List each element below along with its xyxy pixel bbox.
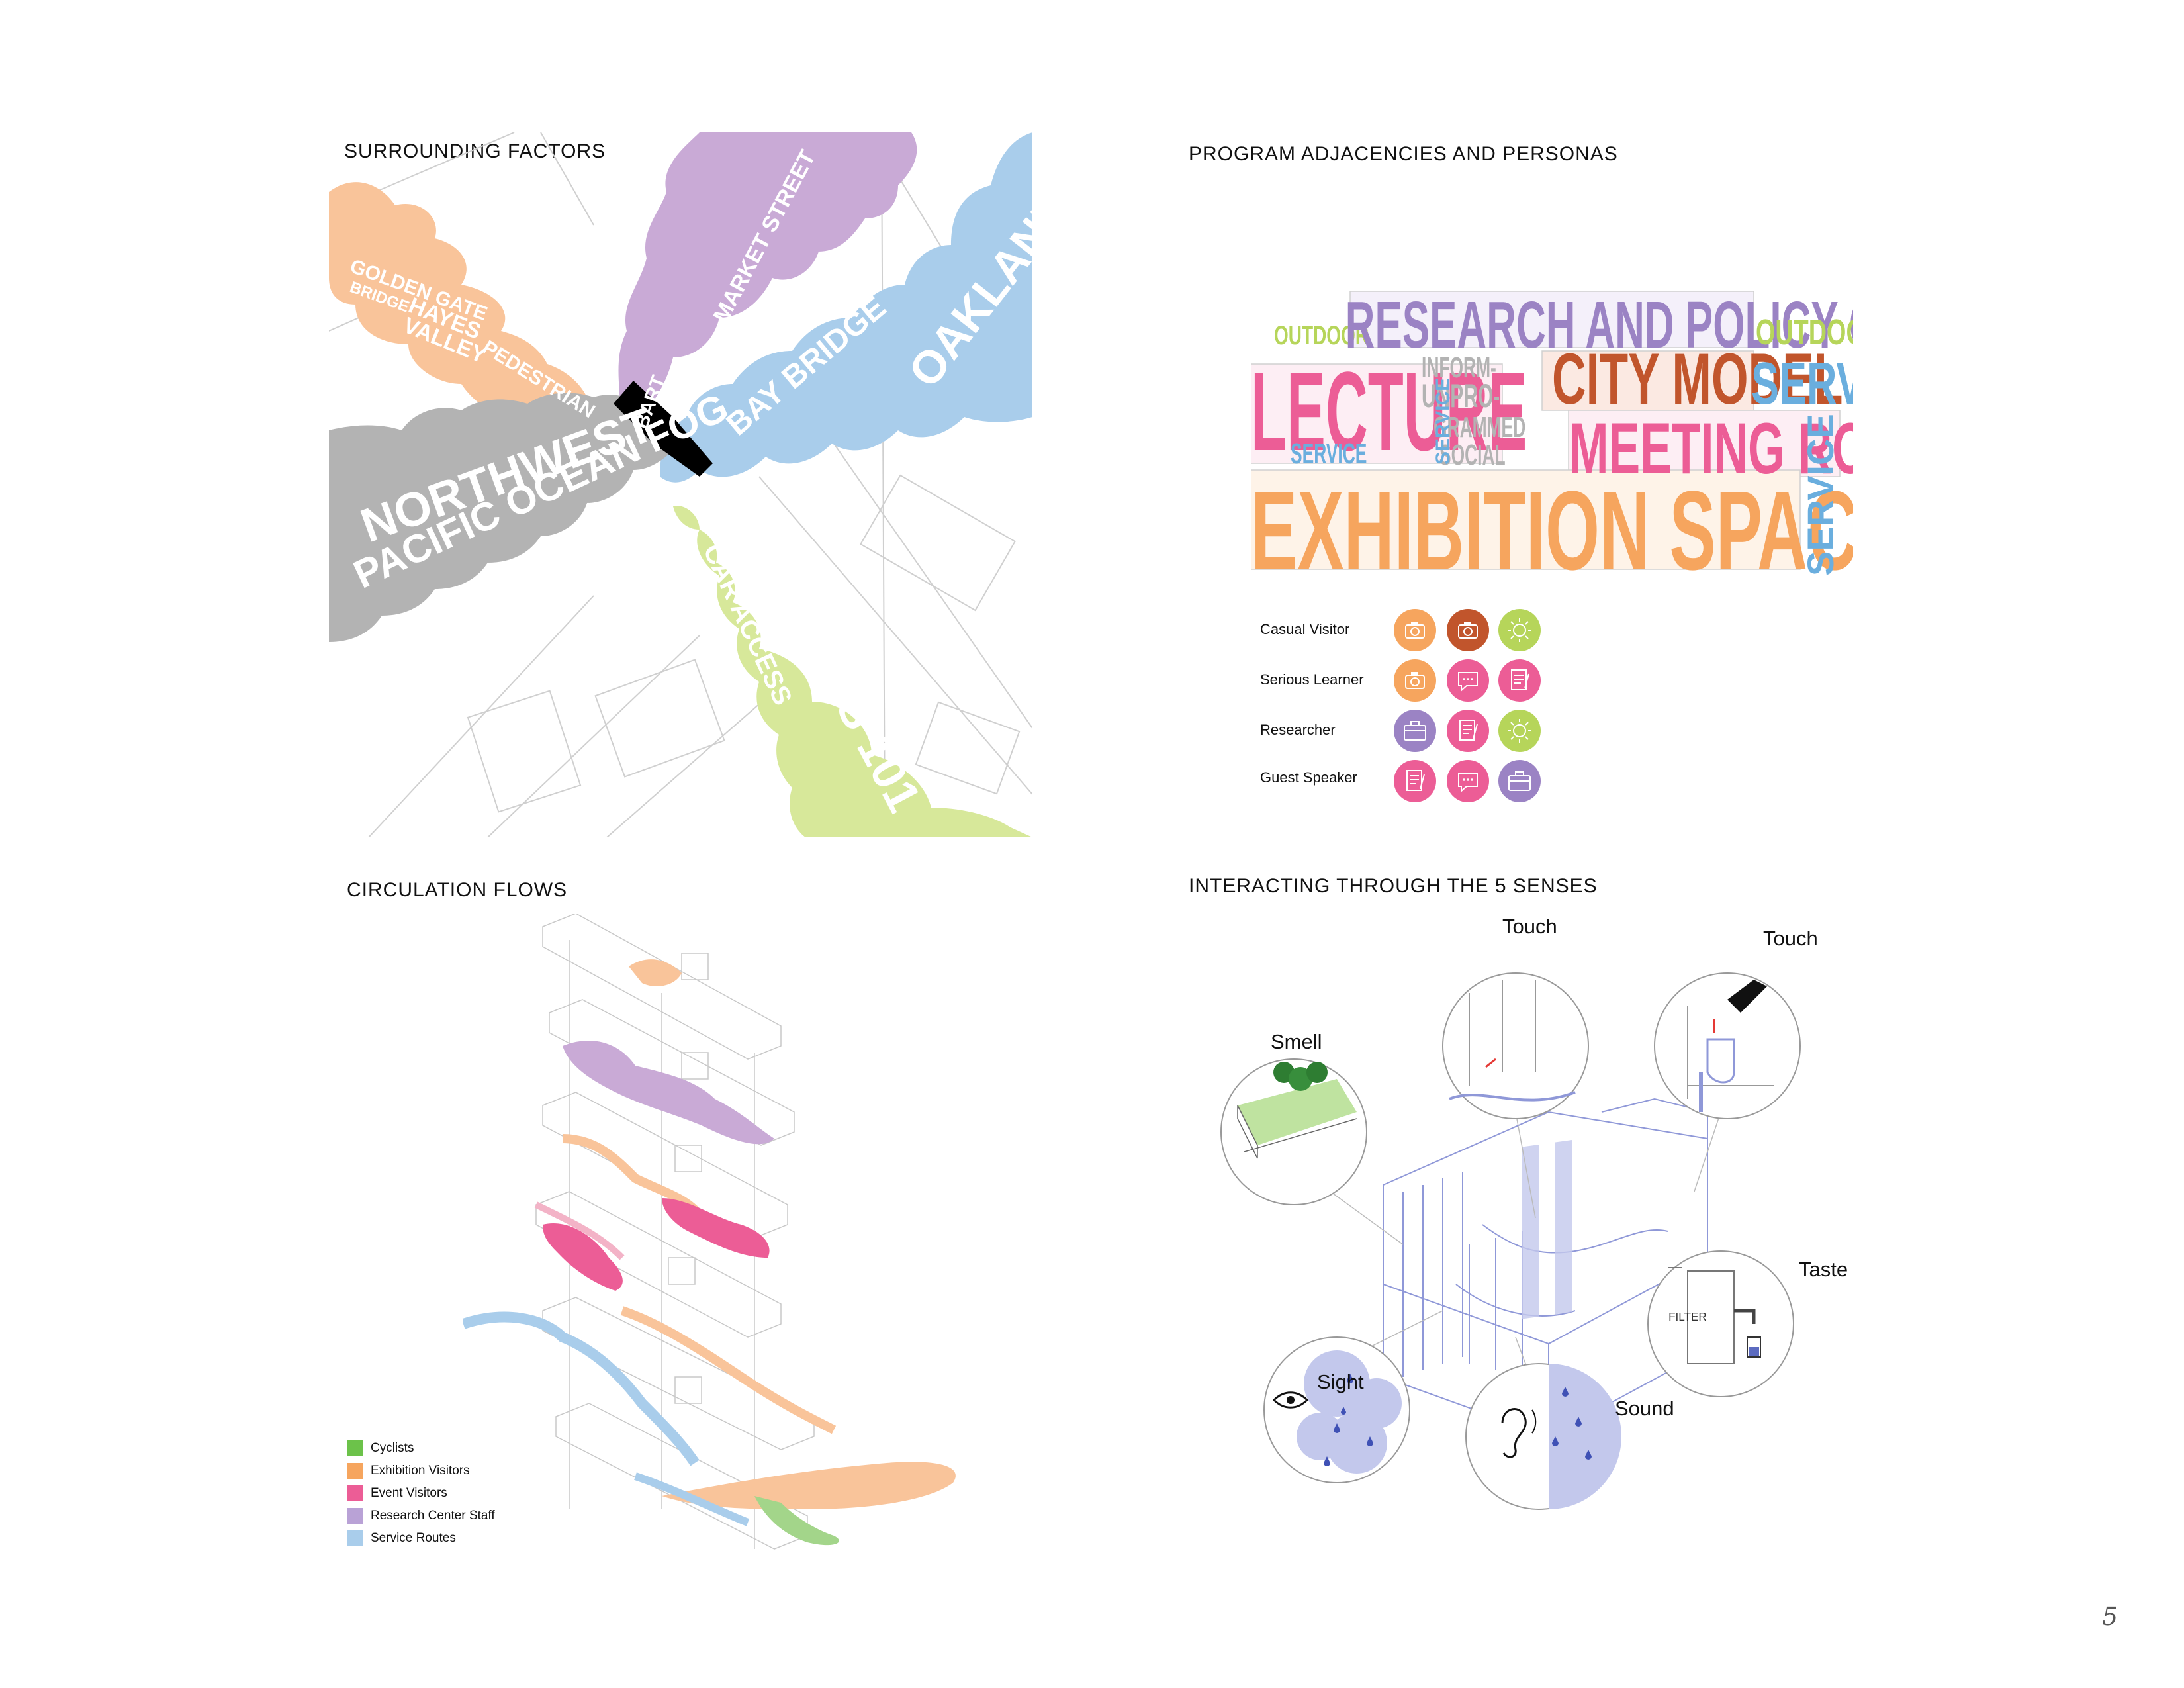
- legend-label: Exhibition Visitors: [371, 1464, 470, 1477]
- service-right-label: SERVICE: [1751, 351, 1853, 417]
- legend-item: Exhibition Visitors: [347, 1463, 470, 1479]
- smell-vignette: [1220, 1058, 1367, 1205]
- persona-casual-visitor: Casual Visitor: [1260, 621, 1350, 637]
- glass-panel-2: [1555, 1139, 1572, 1315]
- service-small-label-1: SERVICE: [1291, 437, 1367, 470]
- camera-icon: [1394, 609, 1436, 651]
- sight-vignette: [1263, 1336, 1410, 1483]
- car-access-label: CAR ACCESS: [698, 539, 797, 710]
- lecture-label: LECTURE: [1251, 348, 1527, 475]
- persona-researcher: Researcher: [1260, 722, 1336, 738]
- informal-label-4: SOCIAL: [1439, 438, 1506, 471]
- meeting-room-label: MEETING ROOM: [1569, 407, 1853, 489]
- informal-label-1: INFORM-: [1422, 351, 1496, 384]
- smell-label: Smell: [1271, 1030, 1322, 1053]
- exhibition-flow-top: [629, 959, 682, 986]
- program-adjacencies-title: PROGRAM ADJACENCIES AND PERSONAS: [1189, 143, 1618, 165]
- filter-label: FILTER: [1668, 1310, 1707, 1324]
- briefcase-icon: [1498, 760, 1541, 802]
- informal-label-2: UNPRO-: [1422, 377, 1500, 414]
- city-model-label: CITY MODEL: [1552, 338, 1843, 419]
- legend-item: Service Routes: [347, 1530, 456, 1546]
- camera-icon: [1447, 609, 1489, 651]
- taste-vignette: FILTER: [1647, 1250, 1794, 1397]
- event-pink-routes: [534, 1201, 625, 1260]
- page-number: 5: [2102, 1602, 2118, 1631]
- event-flow-1: [662, 1198, 770, 1258]
- legend-swatch: [347, 1530, 363, 1546]
- legend-label: Event Visitors: [371, 1486, 447, 1500]
- market-street-plume: [618, 132, 917, 417]
- outdoor-right-label: OUTDOOR: [1756, 312, 1853, 352]
- oakland-plume: [660, 132, 1032, 483]
- legend-label: Research Center Staff: [371, 1509, 495, 1523]
- touch-door-vignette: [1442, 972, 1589, 1119]
- service-flow: [463, 1311, 700, 1466]
- sound-label: Sound: [1615, 1397, 1674, 1420]
- site-parcel: [614, 381, 713, 477]
- legend-swatch: [347, 1440, 363, 1456]
- glass-panel-1: [1522, 1144, 1539, 1319]
- touch-label-1: Touch: [1502, 915, 1557, 938]
- legend-item: Event Visitors: [347, 1485, 447, 1501]
- taste-label: Taste: [1799, 1258, 1848, 1281]
- program-word-diagram: OUTDOOR RESEARCH AND POLICY CENTER OUTDO…: [1251, 278, 1853, 583]
- research-policy-center-label: RESEARCH AND POLICY CENTER: [1345, 288, 1853, 362]
- notepad-icon: [1447, 710, 1489, 752]
- exhibition-ground-plume: [662, 1462, 956, 1509]
- speech-bubble-icon: [1447, 659, 1489, 702]
- circulation-flows-title: CIRCULATION FLOWS: [347, 879, 568, 901]
- speech-bubble-icon: [1447, 760, 1489, 802]
- legend-label: Service Routes: [371, 1531, 456, 1545]
- fog-plume: [329, 393, 673, 642]
- surrounding-factors-map: GOLDEN GATE BRIDGE HAYES VALLEY PEDESTRI…: [329, 132, 1032, 837]
- persona-guest-speaker: Guest Speaker: [1260, 769, 1357, 786]
- persona-serious-learner: Serious Learner: [1260, 671, 1364, 688]
- notepad-icon: [1498, 659, 1541, 702]
- legend-item: Cyclists: [347, 1440, 414, 1456]
- legend-label: Cyclists: [371, 1441, 414, 1455]
- service-ground-flow: [634, 1472, 750, 1526]
- legend-swatch: [347, 1508, 363, 1524]
- surrounding-factors-title: SURROUNDING FACTORS: [344, 140, 606, 162]
- informal-label-3: GRAMMED: [1433, 410, 1525, 444]
- pedestrian-plume: [329, 182, 620, 437]
- service-vertical-label: SERVICE: [1799, 414, 1841, 576]
- us101-plume: [673, 506, 1032, 837]
- exhibition-flow-lower: [620, 1306, 837, 1434]
- research-staff-flow: [563, 1040, 774, 1145]
- sight-label: Sight: [1317, 1370, 1364, 1393]
- event-flow-2: [543, 1223, 623, 1291]
- cyclist-flow: [754, 1496, 839, 1546]
- touch-label-2: Touch: [1763, 927, 1818, 950]
- five-senses-title: INTERACTING THROUGH THE 5 SENSES: [1189, 875, 1598, 897]
- sun-icon: [1498, 609, 1541, 651]
- sound-vignette: [1465, 1363, 1621, 1510]
- senses-diagram: FILTER: [1205, 914, 1880, 1575]
- exhibition-space-label: EXHIBITION SPACE: [1251, 467, 1853, 583]
- touch-sink-vignette: [1654, 972, 1801, 1119]
- circulation-axonometric: [463, 914, 1046, 1569]
- notepad-icon: [1394, 760, 1436, 802]
- legend-item: Research Center Staff: [347, 1508, 495, 1524]
- legend-swatch: [347, 1485, 363, 1501]
- briefcase-icon: [1394, 710, 1436, 752]
- sun-icon: [1498, 710, 1541, 752]
- camera-icon: [1394, 659, 1436, 702]
- service-small-label-2: SERVICE: [1432, 378, 1454, 465]
- legend-swatch: [347, 1463, 363, 1479]
- outdoor-left-label: OUTDOOR: [1274, 321, 1369, 350]
